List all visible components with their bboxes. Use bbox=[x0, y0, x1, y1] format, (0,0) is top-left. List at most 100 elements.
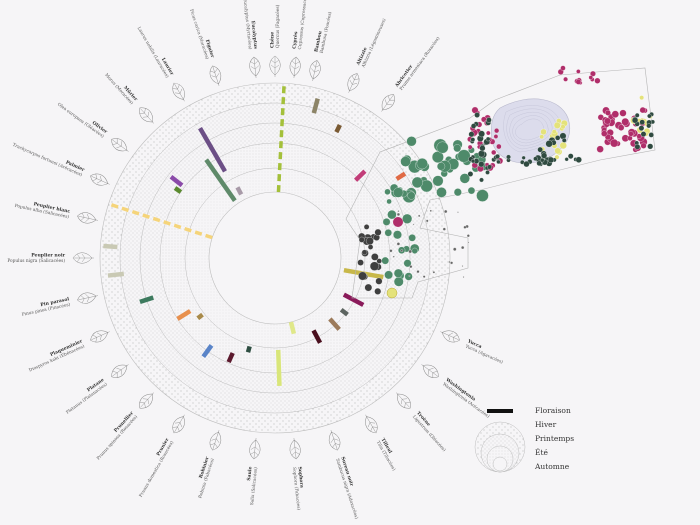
species-latin: Yucca (Agavacées) bbox=[463, 344, 503, 366]
tree-marker bbox=[521, 155, 526, 160]
tree-marker bbox=[491, 149, 497, 156]
flowering-bar bbox=[354, 169, 367, 182]
species-latin: Salix (Salicacées) bbox=[250, 467, 259, 506]
tree-marker bbox=[432, 175, 444, 187]
season-rings bbox=[99, 82, 451, 434]
tree-marker bbox=[403, 259, 412, 268]
tree-marker bbox=[536, 160, 542, 166]
tree-marker bbox=[393, 187, 404, 198]
tree-marker bbox=[358, 236, 365, 243]
tree-marker bbox=[448, 261, 451, 263]
tree-marker bbox=[382, 218, 391, 226]
tree-marker bbox=[386, 198, 392, 205]
tree-marker bbox=[450, 261, 454, 265]
leaf-icon bbox=[90, 330, 110, 343]
flowering-bar bbox=[196, 312, 204, 321]
tree-marker bbox=[463, 225, 467, 229]
tree-marker bbox=[457, 211, 459, 213]
tree-marker bbox=[493, 134, 499, 139]
tree-marker bbox=[468, 131, 475, 138]
tree-marker bbox=[462, 276, 465, 278]
flowering-bar bbox=[328, 317, 341, 331]
tree-marker bbox=[422, 275, 426, 278]
flowering-bar bbox=[201, 344, 214, 359]
tree-marker bbox=[487, 164, 492, 170]
tree-marker bbox=[453, 247, 457, 251]
tree-marker bbox=[634, 112, 640, 118]
tree-marker bbox=[639, 95, 644, 100]
tree-marker bbox=[361, 249, 368, 256]
species-name: Eucalyptus bbox=[250, 20, 259, 49]
leaf-icon bbox=[172, 82, 185, 102]
tree-marker bbox=[384, 188, 391, 195]
tree-marker bbox=[384, 270, 393, 280]
tree-marker bbox=[554, 147, 561, 155]
tree-marker bbox=[408, 249, 412, 254]
flowering-bar bbox=[226, 352, 235, 364]
tree-marker bbox=[634, 143, 641, 150]
tree-marker bbox=[590, 70, 596, 77]
tree-marker bbox=[371, 253, 379, 261]
tree-marker bbox=[601, 130, 608, 137]
tree-marker bbox=[478, 130, 485, 138]
species-latin: Prunus spinosa (Rosacées) bbox=[96, 414, 139, 461]
species-name: Chêne bbox=[269, 32, 276, 48]
tree-marker bbox=[540, 128, 547, 135]
tree-marker bbox=[594, 77, 601, 84]
tree-marker bbox=[467, 241, 470, 244]
flowering-bar bbox=[107, 271, 125, 278]
tree-marker bbox=[575, 156, 582, 163]
tree-marker bbox=[648, 132, 654, 138]
tree-marker bbox=[631, 117, 639, 124]
leaf-icon bbox=[139, 107, 155, 124]
tree-marker bbox=[396, 212, 401, 217]
tree-marker bbox=[400, 156, 411, 167]
tree-marker bbox=[474, 112, 480, 118]
tree-marker bbox=[639, 106, 646, 114]
tree-marker bbox=[429, 209, 432, 212]
species-latin: Diospyros kaki (Ebénacées) bbox=[28, 344, 85, 373]
flowering-bar bbox=[169, 174, 184, 188]
tree-marker bbox=[411, 176, 423, 189]
tree-marker bbox=[494, 153, 500, 160]
tree-marker bbox=[425, 219, 429, 223]
flowering-bar bbox=[311, 98, 320, 114]
flowering-bar bbox=[311, 329, 323, 344]
tree-marker bbox=[411, 247, 418, 254]
leaf-icon bbox=[328, 430, 341, 451]
species-latin: Ligustrum (Oléacées) bbox=[411, 415, 446, 454]
tree-marker bbox=[486, 130, 491, 136]
tree-marker bbox=[476, 189, 489, 202]
tree-marker bbox=[358, 271, 367, 281]
tree-marker bbox=[436, 162, 446, 171]
tree-marker bbox=[365, 237, 374, 245]
tree-marker bbox=[478, 150, 485, 158]
tree-marker bbox=[604, 117, 611, 125]
tree-marker bbox=[576, 69, 581, 74]
tree-marker bbox=[466, 234, 470, 238]
flowering-bar bbox=[334, 123, 342, 134]
tree-marker bbox=[393, 217, 403, 227]
tree-marker bbox=[640, 131, 647, 137]
tree-marker bbox=[444, 209, 448, 214]
tree-marker bbox=[376, 258, 382, 264]
tree-marker bbox=[389, 249, 393, 253]
tree-marker bbox=[496, 159, 501, 164]
tree-marker bbox=[408, 234, 416, 242]
leaf-icon bbox=[77, 212, 98, 224]
tree-marker bbox=[485, 170, 490, 175]
species-latin: Quercus (Fagacées) bbox=[276, 4, 281, 48]
legend: Floraison Hiver Printemps Été Automne bbox=[474, 406, 574, 473]
species-latin: Trachycarpus fortunei (Arécacées) bbox=[12, 143, 83, 178]
